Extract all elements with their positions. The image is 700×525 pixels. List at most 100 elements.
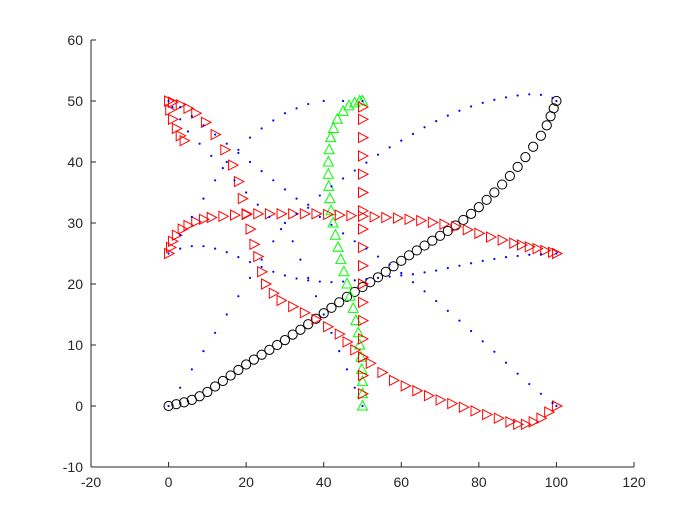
data-point <box>233 364 244 376</box>
data-point <box>167 252 170 255</box>
data-point <box>353 240 356 243</box>
x-tick-label: 120 <box>622 474 646 490</box>
data-point <box>190 368 193 371</box>
data-point <box>365 161 368 164</box>
data-point <box>326 302 337 313</box>
data-point <box>198 142 201 145</box>
data-point <box>404 213 416 226</box>
data-point <box>358 387 370 400</box>
data-point <box>358 369 370 382</box>
data-point <box>358 259 370 272</box>
data-point <box>400 271 403 275</box>
data-point <box>171 399 182 410</box>
data-point <box>225 142 228 145</box>
data-point <box>389 374 401 387</box>
data-point <box>493 257 496 261</box>
data-point <box>358 150 370 162</box>
data-point <box>513 418 525 431</box>
data-point <box>190 115 193 118</box>
data-point <box>473 202 484 213</box>
data-point <box>555 252 558 255</box>
data-point <box>388 261 399 272</box>
data-point <box>400 380 412 392</box>
data-point <box>237 151 240 154</box>
y-tick-label: -10 <box>63 459 83 475</box>
data-point <box>528 253 531 256</box>
data-point <box>555 404 558 408</box>
data-point <box>347 301 360 313</box>
data-point <box>311 208 323 220</box>
data-point <box>555 99 558 103</box>
data-point <box>528 382 531 386</box>
data-point <box>493 98 496 101</box>
data-point <box>396 255 407 266</box>
data-point <box>295 324 306 335</box>
data-point <box>202 124 205 127</box>
data-point <box>358 333 370 345</box>
data-point <box>358 186 370 199</box>
data-point <box>356 387 369 399</box>
data-point <box>458 401 470 414</box>
y-tick-label: 20 <box>67 276 83 292</box>
data-point <box>517 239 529 251</box>
data-point <box>535 130 547 141</box>
data-point <box>520 418 532 431</box>
data-point <box>372 272 384 283</box>
data-point <box>358 168 370 181</box>
data-point <box>327 121 340 133</box>
data-point <box>241 208 253 221</box>
data-point <box>171 122 183 135</box>
x-tick-label: 40 <box>316 474 332 490</box>
data-point <box>427 235 438 246</box>
data-point <box>179 234 182 237</box>
series-dot <box>167 93 558 408</box>
data-point <box>551 400 564 412</box>
data-point <box>272 179 275 182</box>
data-point <box>248 354 259 365</box>
data-point <box>400 139 403 142</box>
data-point <box>167 113 180 126</box>
data-point <box>458 264 461 267</box>
data-point <box>330 223 333 226</box>
data-point <box>356 399 369 411</box>
data-point <box>369 211 381 223</box>
data-point <box>551 247 564 260</box>
data-point <box>334 328 346 340</box>
data-point <box>403 250 415 261</box>
data-point <box>283 188 287 191</box>
data-point <box>332 240 344 252</box>
data-point <box>358 101 370 113</box>
data-point <box>350 344 362 356</box>
data-point <box>334 297 345 308</box>
data-point <box>230 209 242 221</box>
data-point <box>295 212 298 215</box>
data-point <box>248 136 252 139</box>
data-point <box>512 161 523 172</box>
data-point <box>353 279 356 282</box>
data-point <box>164 95 176 107</box>
data-point <box>551 96 554 100</box>
data-point <box>221 167 224 170</box>
data-point <box>451 220 463 233</box>
data-point <box>330 281 333 284</box>
data-point <box>516 254 519 258</box>
data-point <box>295 277 298 280</box>
data-point <box>288 208 300 220</box>
y-tick-label: 60 <box>67 32 83 48</box>
data-point <box>376 153 380 156</box>
data-point <box>412 384 424 397</box>
x-ticks: -20 0 20 40 60 80 100 120 <box>81 462 646 490</box>
data-point <box>541 120 552 131</box>
data-point <box>261 278 273 290</box>
data-point <box>392 212 404 224</box>
data-point <box>248 276 252 279</box>
data-point <box>365 357 377 370</box>
data-point <box>179 247 182 250</box>
data-point <box>272 339 283 351</box>
data-point <box>551 95 562 107</box>
data-point <box>202 245 205 248</box>
data-point <box>171 229 183 242</box>
data-point <box>233 175 245 188</box>
data-point <box>423 271 426 274</box>
data-point <box>248 260 252 264</box>
